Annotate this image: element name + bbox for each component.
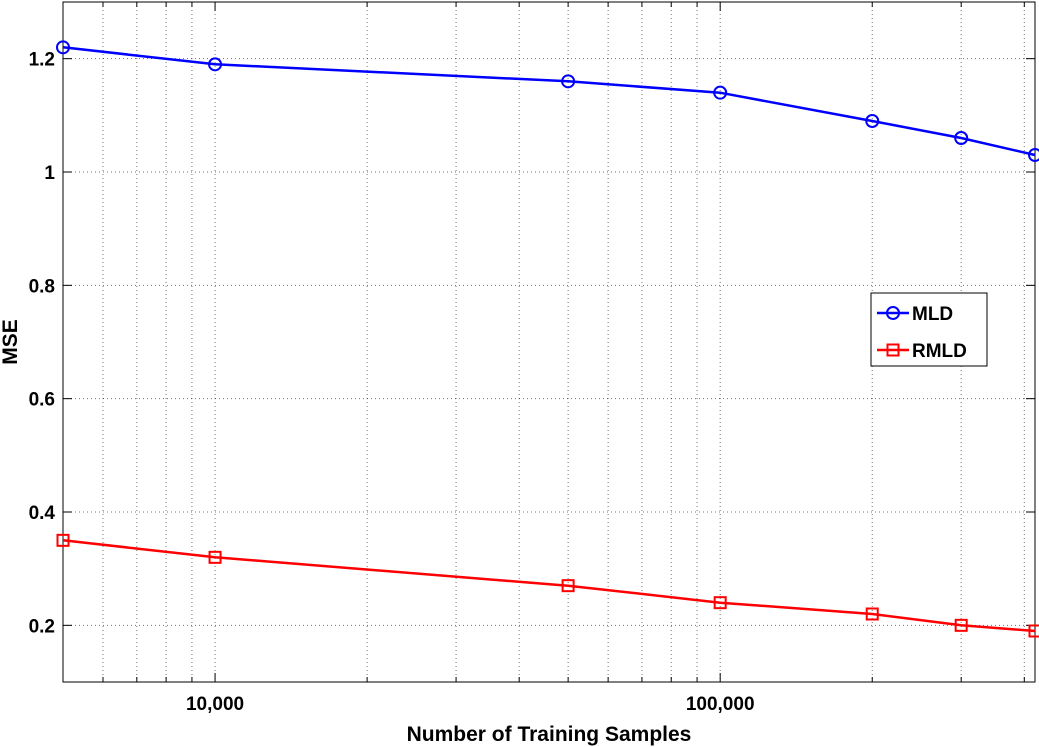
axis-ticks: 10,000 100,000 0.2 0.4 0.6 0.8 1 1.2 bbox=[29, 2, 1035, 715]
data-point-mld bbox=[1028, 148, 1039, 162]
plot-frame bbox=[62, 1, 1036, 683]
legend-marker-rmld bbox=[886, 343, 900, 357]
data-point-mld bbox=[561, 74, 576, 89]
legend-box bbox=[870, 292, 988, 367]
y-tick-label: 1.2 bbox=[29, 50, 55, 71]
data-point-rmld bbox=[954, 618, 968, 632]
legend-label-rmld: RMLD bbox=[912, 341, 967, 362]
x-axis-label: Number of Training Samples bbox=[407, 723, 692, 746]
y-tick-label: 0.6 bbox=[29, 390, 55, 411]
data-point-rmld bbox=[208, 550, 222, 564]
data-point-rmld bbox=[56, 533, 70, 547]
data-point-rmld bbox=[713, 596, 727, 610]
data-point-mld bbox=[713, 85, 728, 100]
series-line-rmld bbox=[62, 539, 1036, 633]
y-tick-label: 0.8 bbox=[29, 276, 55, 297]
y-axis-label: MSE bbox=[0, 319, 22, 365]
y-tick-label: 0.2 bbox=[29, 616, 55, 637]
data-point-rmld bbox=[561, 579, 575, 593]
series-line-mld bbox=[62, 46, 1036, 157]
legend: MLD RMLD bbox=[870, 292, 988, 367]
legend-marker-mld bbox=[886, 306, 900, 320]
x-tick-label: 100,000 bbox=[686, 694, 755, 715]
data-point-mld bbox=[865, 114, 880, 128]
data-point-mld bbox=[208, 57, 223, 72]
data-point-rmld bbox=[1028, 624, 1039, 638]
data-point-mld bbox=[56, 40, 70, 55]
legend-label-mld: MLD bbox=[912, 304, 953, 325]
y-tick-label: 0.4 bbox=[29, 503, 56, 524]
series-mld bbox=[56, 40, 1039, 162]
series-group bbox=[56, 40, 1039, 638]
data-point-mld bbox=[954, 131, 969, 145]
data-point-rmld bbox=[865, 607, 879, 621]
y-tick-label: 1 bbox=[44, 163, 55, 184]
x-tick-label: 10,000 bbox=[186, 694, 244, 715]
series-rmld bbox=[56, 533, 1039, 638]
